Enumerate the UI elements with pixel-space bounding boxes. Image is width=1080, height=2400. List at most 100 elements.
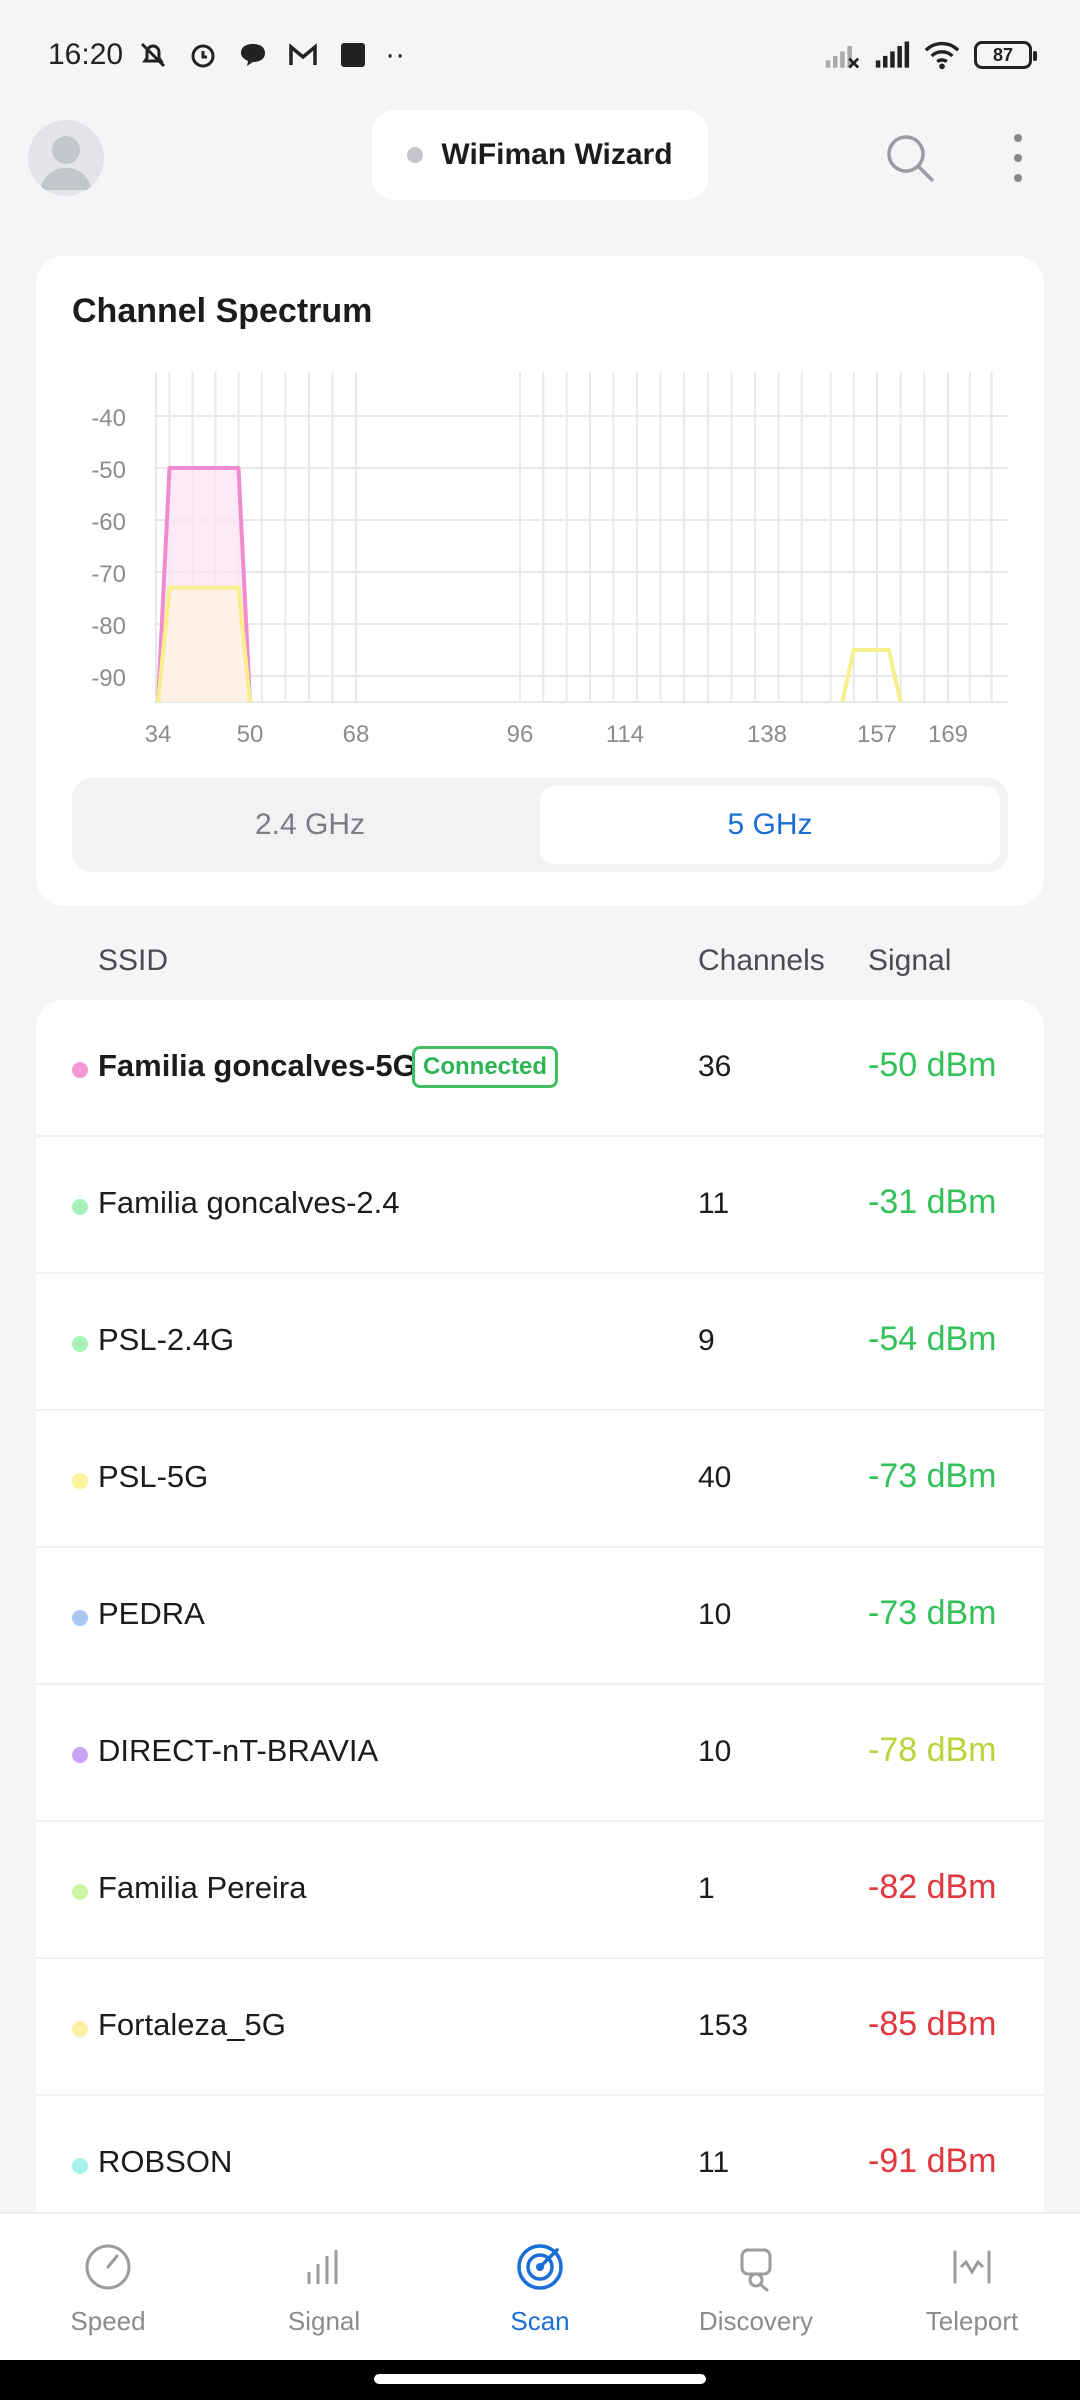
x-tick-label: 96 bbox=[507, 721, 534, 748]
network-channel: 11 bbox=[698, 1187, 730, 1220]
app-header: WiFiman Wizard bbox=[0, 110, 1080, 210]
search-button[interactable] bbox=[882, 130, 938, 186]
network-channel: 36 bbox=[698, 1050, 732, 1083]
bottom-navigation: Speed Signal Scan Discovery Teleport bbox=[0, 2212, 1080, 2360]
network-row[interactable]: PSL-5G 40 -73 dBm bbox=[36, 1411, 1044, 1548]
gmail-icon bbox=[285, 37, 321, 73]
network-ssid: PEDRA bbox=[98, 1596, 205, 1631]
network-color-dot bbox=[72, 1884, 88, 1900]
y-tick-label: -80 bbox=[91, 613, 126, 640]
notification-icons: ·· bbox=[135, 37, 405, 73]
network-channel: 10 bbox=[698, 1598, 732, 1631]
user-avatar-icon bbox=[40, 136, 92, 190]
network-ssid: Fortaleza_5G bbox=[98, 2007, 286, 2042]
spectrum-chart: -40 -50 -60 -70 -80 -90 34 50 68 96 114 138 157 169 bbox=[91, 372, 1008, 748]
series-fill bbox=[158, 587, 250, 702]
network-signal: -78 dBm bbox=[868, 1731, 997, 1769]
network-list-header: SSID Channels Signal bbox=[0, 930, 1080, 996]
chat-icon bbox=[235, 37, 271, 73]
band-toggle: 2.4 GHz 5 GHz bbox=[72, 778, 1008, 872]
network-row[interactable]: Familia Pereira 1 -82 dBm bbox=[36, 1822, 1044, 1959]
alarm-icon bbox=[185, 37, 221, 73]
signal-bars-icon bbox=[307, 2250, 338, 2284]
network-channel: 9 bbox=[698, 1324, 715, 1357]
gesture-area bbox=[0, 2360, 1080, 2400]
series-line bbox=[156, 585, 252, 703]
network-ssid: PSL-2.4G bbox=[98, 1322, 235, 1357]
more-vertical-icon bbox=[1014, 134, 1022, 142]
discovery-device-icon bbox=[740, 2248, 772, 2292]
connected-badge: Connected bbox=[412, 1046, 559, 1088]
network-color-dot bbox=[72, 1062, 88, 1078]
network-color-dot bbox=[72, 2021, 88, 2037]
network-row[interactable]: DIRECT-nT-BRAVIA 10 -78 dBm bbox=[36, 1685, 1044, 1822]
column-header-ssid[interactable]: SSID bbox=[98, 944, 169, 977]
teleport-icon bbox=[953, 2250, 991, 2284]
x-tick-label: 34 bbox=[145, 721, 172, 748]
x-tick-label: 138 bbox=[747, 721, 787, 748]
x-tick-label: 157 bbox=[857, 721, 897, 748]
card-title: Channel Spectrum bbox=[72, 292, 373, 330]
square-notification-icon bbox=[335, 37, 371, 73]
signal-weak-icon bbox=[824, 37, 860, 73]
network-signal: -85 dBm bbox=[868, 2005, 997, 2043]
scan-radar-icon bbox=[517, 2244, 563, 2290]
network-channel: 153 bbox=[698, 2009, 749, 2042]
home-indicator[interactable] bbox=[374, 2374, 706, 2384]
network-channel: 11 bbox=[698, 2146, 730, 2179]
series-line bbox=[840, 648, 903, 703]
network-ssid: Familia goncalves-2.4 bbox=[98, 1185, 400, 1220]
network-color-dot bbox=[72, 1610, 88, 1626]
nav-signal[interactable]: Signal bbox=[216, 2214, 432, 2360]
nav-label-signal: Signal bbox=[287, 2306, 361, 2336]
network-row[interactable]: Familia goncalves-2.4 11 -31 dBm bbox=[36, 1137, 1044, 1274]
nav-teleport[interactable]: Teleport bbox=[864, 2214, 1080, 2360]
column-header-signal[interactable]: Signal bbox=[868, 944, 952, 977]
x-tick-label: 50 bbox=[237, 721, 264, 748]
network-channel: 1 bbox=[698, 1872, 715, 1905]
nav-discovery[interactable]: Discovery bbox=[648, 2214, 864, 2360]
band-24ghz-button[interactable]: 2.4 GHz bbox=[254, 808, 366, 841]
x-tick-label: 68 bbox=[343, 721, 370, 748]
more-options-button[interactable] bbox=[1000, 128, 1036, 188]
status-bar: 16:20 ·· 87 bbox=[0, 0, 1080, 110]
bell-muted-icon bbox=[135, 37, 171, 73]
network-row[interactable]: PEDRA 10 -73 dBm bbox=[36, 1548, 1044, 1685]
y-tick-label: -40 bbox=[91, 405, 126, 432]
wifiman-wizard-button[interactable]: WiFiman Wizard bbox=[372, 110, 708, 200]
band-5ghz-button[interactable]: 5 GHz bbox=[540, 786, 1000, 864]
x-tick-label: 169 bbox=[928, 721, 968, 748]
network-ssid: ROBSON bbox=[98, 2144, 233, 2179]
nav-scan[interactable]: Scan bbox=[432, 2214, 648, 2360]
network-ssid: Familia Pereira bbox=[98, 1870, 307, 1905]
search-icon bbox=[887, 135, 934, 182]
signal-strong-icon bbox=[874, 37, 910, 73]
clock: 16:20 bbox=[48, 38, 124, 71]
network-channel: 40 bbox=[698, 1461, 732, 1494]
nav-speed[interactable]: Speed bbox=[0, 2214, 216, 2360]
network-signal: -91 dBm bbox=[868, 2142, 997, 2180]
network-signal: -54 dBm bbox=[868, 1320, 997, 1358]
nav-label-discovery: Discovery bbox=[698, 2306, 814, 2336]
avatar[interactable] bbox=[28, 120, 104, 196]
network-signal: -50 dBm bbox=[868, 1046, 997, 1084]
network-ssid: DIRECT-nT-BRAVIA bbox=[98, 1733, 379, 1768]
network-row[interactable]: PSL-2.4G 9 -54 dBm bbox=[36, 1274, 1044, 1411]
system-icons: 87 bbox=[824, 37, 1037, 73]
speed-gauge-icon bbox=[85, 2244, 131, 2290]
more-notifications-icon: ·· bbox=[385, 38, 406, 71]
network-channel: 10 bbox=[698, 1735, 732, 1768]
wizard-status-dot bbox=[407, 147, 424, 163]
network-color-dot bbox=[72, 1747, 88, 1763]
network-ssid: PSL-5G bbox=[98, 1459, 209, 1494]
network-signal: -82 dBm bbox=[868, 1868, 997, 1906]
network-row[interactable]: Fortaleza_5G 153 -85 dBm bbox=[36, 1959, 1044, 2096]
network-row[interactable]: Familia goncalves-5G Connected 36 -50 dBm bbox=[36, 1000, 1044, 1137]
network-color-dot bbox=[72, 1336, 88, 1352]
y-tick-label: -50 bbox=[91, 457, 126, 484]
column-header-channels[interactable]: Channels bbox=[698, 944, 825, 977]
battery-icon: 87 bbox=[974, 41, 1037, 69]
y-tick-label: -90 bbox=[91, 665, 126, 692]
y-tick-label: -70 bbox=[91, 561, 126, 588]
network-row[interactable]: ROBSON 11 -91 dBm bbox=[36, 2096, 1044, 2233]
